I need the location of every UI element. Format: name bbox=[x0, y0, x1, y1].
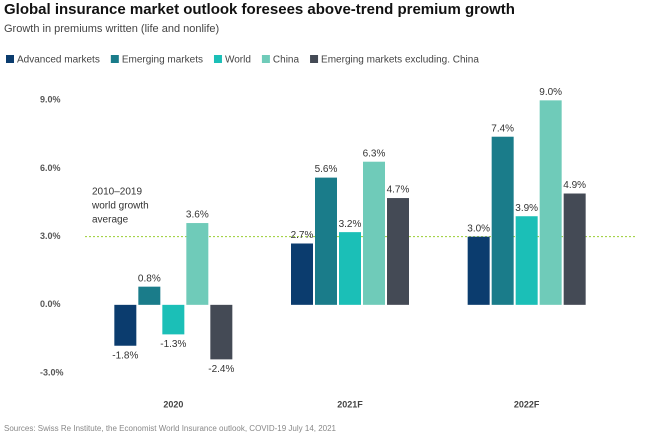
bar bbox=[138, 286, 161, 305]
bar bbox=[315, 177, 337, 305]
value-label: 5.6% bbox=[315, 164, 338, 175]
y-tick-label: 3.0% bbox=[40, 231, 61, 241]
y-tick-label: 9.0% bbox=[40, 95, 61, 105]
bar bbox=[162, 304, 185, 335]
value-label: 3.9% bbox=[515, 203, 538, 214]
value-label: -1.8% bbox=[112, 350, 138, 361]
value-label: 2.7% bbox=[291, 230, 314, 241]
value-label: 3.6% bbox=[186, 210, 209, 221]
y-tick-label: 0.0% bbox=[40, 299, 61, 309]
value-label: 9.0% bbox=[539, 87, 562, 98]
bar bbox=[363, 161, 385, 305]
bar bbox=[563, 193, 586, 305]
value-label: 6.3% bbox=[363, 148, 386, 159]
reference-label: 2010–2019 bbox=[92, 187, 142, 198]
value-label: 3.2% bbox=[339, 219, 362, 230]
y-tick-label: -3.0% bbox=[40, 367, 64, 377]
reference-label: average bbox=[92, 215, 129, 226]
bar bbox=[515, 216, 538, 305]
legend-swatch bbox=[110, 55, 119, 63]
value-label: 7.4% bbox=[491, 123, 514, 134]
bar bbox=[539, 100, 562, 305]
bar bbox=[186, 223, 209, 305]
x-tick-label: 2021F bbox=[337, 399, 363, 409]
bar bbox=[467, 236, 490, 305]
value-label: 4.9% bbox=[563, 180, 586, 191]
legend-label: China bbox=[273, 55, 300, 66]
bar bbox=[491, 136, 514, 305]
bar bbox=[114, 304, 137, 346]
legend-label: Emerging markets excluding. China bbox=[321, 55, 479, 66]
value-label: 4.7% bbox=[387, 185, 410, 196]
chart-title: Global insurance market outlook foresees… bbox=[4, 1, 515, 18]
y-tick-label: 6.0% bbox=[40, 163, 61, 173]
legend-swatch bbox=[261, 55, 270, 63]
bar bbox=[387, 198, 409, 305]
legend-label: Advanced markets bbox=[17, 55, 100, 66]
legend-swatch bbox=[213, 55, 222, 63]
x-tick-label: 2022F bbox=[514, 399, 540, 409]
legend-swatch bbox=[310, 55, 319, 63]
bar bbox=[339, 232, 361, 305]
value-label: -2.4% bbox=[208, 364, 234, 375]
value-label: 0.8% bbox=[138, 273, 161, 284]
chart-subtitle: Growth in premiums written (life and non… bbox=[4, 23, 219, 35]
bar bbox=[210, 304, 233, 360]
legend-swatch bbox=[6, 55, 14, 63]
reference-label: world growth bbox=[91, 201, 149, 212]
legend-label: World bbox=[225, 55, 251, 66]
bar bbox=[291, 243, 313, 305]
legend-label: Emerging markets bbox=[122, 55, 203, 66]
value-label: 3.0% bbox=[467, 223, 490, 234]
x-tick-label: 2020 bbox=[163, 399, 183, 409]
source: Sources: Swiss Re Institute, the Economi… bbox=[4, 424, 337, 433]
value-label: -1.3% bbox=[160, 339, 186, 350]
